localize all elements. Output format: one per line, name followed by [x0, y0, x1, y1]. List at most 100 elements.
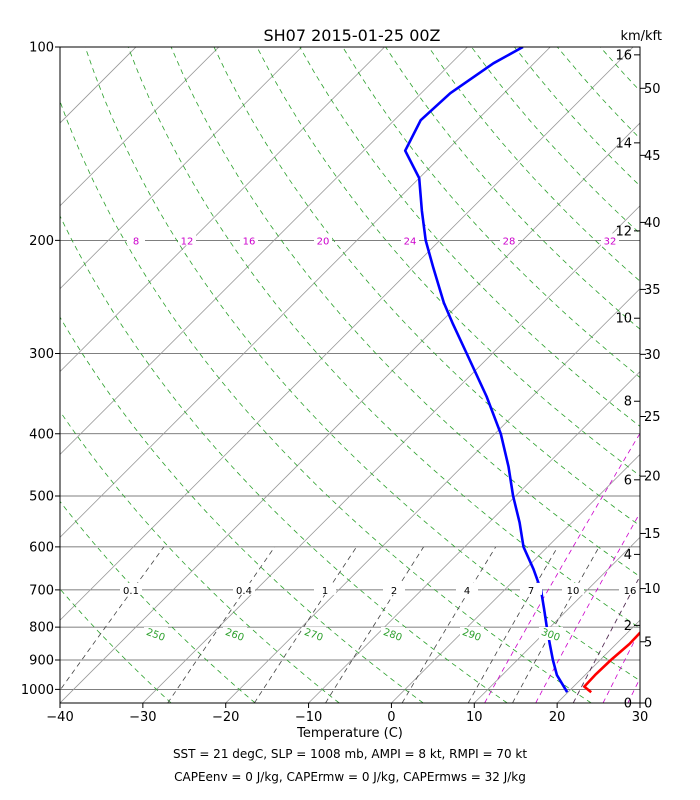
isotherm [60, 47, 137, 124]
low-mixing-ratio-line [253, 546, 357, 703]
kft-tick-label: 0 [644, 697, 652, 712]
p-tick-label: 300 [29, 347, 54, 362]
isotherm [474, 536, 640, 703]
km-tick-label: 12 [615, 224, 632, 239]
mixing-ratio-label: 28 [503, 236, 516, 247]
chart-title: SH07 2015-01-25 00Z [263, 26, 440, 45]
moist-label: 2 [391, 586, 397, 597]
background-lines [0, 47, 700, 703]
moist-label-bg [120, 582, 142, 595]
moist-label-bg [619, 582, 641, 595]
km-tick-label: 4 [624, 548, 632, 563]
plot-frame [59, 46, 641, 704]
mixing-ratio-line [484, 432, 640, 703]
dry-adiabat [686, 47, 700, 703]
height-axis-unit-label: km/kft [620, 29, 662, 44]
dry-adiabat [60, 588, 172, 703]
p-tick-label: 100 [29, 41, 54, 56]
x-tick-label: −10 [295, 710, 322, 725]
info-line-1: SST = 21 degC, SLP = 1008 mb, AMPI = 8 k… [173, 747, 527, 761]
low-mixing-ratio-line [167, 546, 276, 703]
isotherm [60, 47, 468, 455]
p-tick-label: 600 [29, 540, 54, 555]
dry-adiabat [60, 410, 340, 703]
isotherm [60, 47, 220, 207]
mixing-ratio-label-bg [601, 233, 619, 246]
isotherm [60, 47, 551, 538]
profile-lines [403, 47, 640, 694]
dry-adiabat-label-bg [302, 627, 326, 641]
moist-label: 16 [624, 586, 637, 597]
mixing-ratio-label-bg [500, 233, 518, 246]
dry-adiabat-label-bg [223, 627, 247, 641]
low-mixing-ratio-line [60, 546, 165, 691]
mixing-ratio-label: 20 [317, 236, 330, 247]
kft-tick-label: 5 [644, 635, 652, 650]
km-tick-label: 14 [615, 136, 632, 151]
low-mixing-ratio-line [572, 575, 640, 703]
p-tick-label: 200 [29, 234, 54, 249]
moist-label-bg [314, 582, 336, 595]
moist-label-bg [233, 582, 255, 595]
mixing-ratio-line [572, 575, 640, 703]
dry-adiabat [471, 47, 640, 234]
isotherm [391, 453, 640, 703]
moist-label-bg [562, 582, 584, 595]
km-tick-label: 6 [624, 473, 632, 488]
mixing-ratio-label: 12 [181, 236, 194, 247]
isotherm [60, 47, 385, 373]
dry-adiabat-label-bg [381, 627, 405, 641]
x-tick-label: 0 [387, 710, 395, 725]
km-tick-label: 16 [615, 48, 632, 63]
km-tick-label: 2 [624, 619, 632, 634]
moist-label: 0.1 [123, 586, 139, 597]
isotherm [308, 371, 640, 703]
mixing-ratio-label-bg [240, 233, 258, 246]
isotherm [60, 47, 302, 290]
mixing-ratio-label-bg [401, 233, 419, 246]
dry-adiabat [60, 500, 256, 703]
dry-adiabat [428, 47, 640, 282]
dry-adiabat [256, 47, 640, 477]
x-tick-label: −30 [129, 710, 156, 725]
mixing-ratio-label-bg [178, 233, 196, 246]
kft-tick-label: 45 [644, 149, 661, 164]
isotherm [60, 47, 634, 621]
mixing-ratio-label: 8 [133, 236, 139, 247]
km-tick-label: 10 [615, 312, 632, 327]
x-tick-label: 20 [549, 710, 566, 725]
dry-adiabat [60, 100, 592, 703]
dry-adiabat [643, 47, 700, 703]
kft-tick-label: 30 [644, 348, 661, 363]
x-tick-label: 30 [632, 710, 649, 725]
mixing-ratio-label: 16 [243, 236, 256, 247]
moist-label: 10 [567, 586, 580, 597]
kft-tick-label: 15 [644, 527, 661, 542]
dry-adiabat [84, 47, 640, 682]
p-tick-label: 700 [29, 583, 54, 598]
mixing-ratio-line [602, 629, 640, 703]
x-tick-label: −20 [212, 710, 239, 725]
dry-adiabat [170, 47, 640, 578]
dry-adiabat [60, 316, 424, 703]
x-axis-label: Temperature (C) [296, 726, 403, 741]
low-mixing-ratio-line [325, 546, 424, 703]
low-mixing-ratio-line [512, 546, 600, 703]
isotherm [0, 47, 53, 703]
isotherm [639, 702, 640, 703]
x-tick-label: 10 [466, 710, 483, 725]
moist-label: 1 [322, 586, 328, 597]
kft-tick-label: 25 [644, 410, 661, 425]
dry-adiabat-label-bg [460, 627, 484, 641]
kft-tick-label: 40 [644, 216, 661, 231]
dry-adiabat [342, 47, 640, 379]
dry-adiabat [127, 47, 640, 629]
p-tick-label: 900 [29, 653, 54, 668]
p-tick-label: 800 [29, 621, 54, 636]
dry-adiabat-label-bg [539, 627, 563, 641]
moist-label: 7 [528, 586, 534, 597]
moist-label-bg [383, 582, 405, 595]
